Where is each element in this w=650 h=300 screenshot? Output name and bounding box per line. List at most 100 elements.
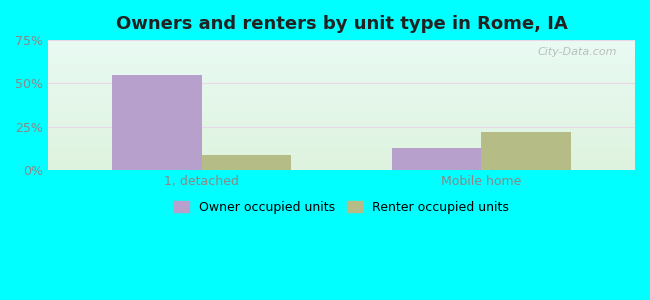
- Bar: [48, 145, 635, 146]
- Bar: [48, 148, 635, 149]
- Bar: [48, 119, 635, 120]
- Bar: [48, 41, 635, 42]
- Bar: [48, 98, 635, 99]
- Bar: [48, 115, 635, 116]
- Bar: [48, 151, 635, 152]
- Bar: [48, 156, 635, 157]
- Bar: [48, 131, 635, 132]
- Bar: [48, 153, 635, 154]
- Bar: [48, 167, 635, 168]
- Bar: [48, 47, 635, 48]
- Bar: [48, 122, 635, 123]
- Bar: [48, 128, 635, 129]
- Bar: [48, 138, 635, 139]
- Bar: [48, 137, 635, 138]
- Bar: [48, 73, 635, 74]
- Bar: [48, 42, 635, 43]
- Bar: [48, 150, 635, 151]
- Bar: [48, 83, 635, 84]
- Bar: [48, 64, 635, 65]
- Bar: [48, 95, 635, 96]
- Bar: [48, 165, 635, 166]
- Bar: [48, 164, 635, 165]
- Bar: [48, 51, 635, 52]
- Bar: [48, 65, 635, 66]
- Bar: [48, 149, 635, 150]
- Bar: [48, 53, 635, 54]
- Bar: [48, 99, 635, 100]
- Bar: [48, 127, 635, 128]
- Bar: [48, 143, 635, 144]
- Bar: [48, 161, 635, 162]
- Bar: [48, 120, 635, 121]
- Bar: [48, 77, 635, 78]
- Bar: [48, 121, 635, 122]
- Bar: [48, 112, 635, 113]
- Bar: [48, 48, 635, 49]
- Bar: [48, 140, 635, 141]
- Bar: [48, 94, 635, 95]
- Bar: [48, 89, 635, 90]
- Bar: [48, 67, 635, 68]
- Bar: [48, 86, 635, 87]
- Bar: [48, 129, 635, 130]
- Bar: [48, 46, 635, 47]
- Bar: [48, 103, 635, 104]
- Bar: [48, 80, 635, 81]
- Bar: [48, 56, 635, 57]
- Bar: [48, 124, 635, 125]
- Bar: [48, 141, 635, 142]
- Bar: [48, 157, 635, 158]
- Bar: [48, 61, 635, 62]
- Bar: [48, 66, 635, 67]
- Bar: [48, 55, 635, 56]
- Bar: [48, 133, 635, 134]
- Bar: [48, 109, 635, 110]
- Bar: [48, 75, 635, 76]
- Bar: [48, 71, 635, 72]
- Bar: [48, 78, 635, 79]
- Bar: [48, 52, 635, 53]
- Bar: [481, 132, 571, 170]
- Bar: [48, 160, 635, 161]
- Bar: [48, 116, 635, 117]
- Bar: [48, 144, 635, 145]
- Bar: [48, 162, 635, 163]
- Bar: [48, 110, 635, 111]
- Bar: [48, 72, 635, 73]
- Bar: [48, 142, 635, 143]
- Bar: [48, 146, 635, 147]
- Bar: [48, 84, 635, 85]
- Bar: [48, 88, 635, 89]
- Bar: [48, 97, 635, 98]
- Bar: [48, 81, 635, 82]
- Bar: [48, 113, 635, 114]
- Bar: [48, 106, 635, 107]
- Bar: [48, 134, 635, 135]
- Bar: [48, 44, 635, 45]
- Bar: [48, 63, 635, 64]
- Bar: [48, 163, 635, 164]
- Bar: [48, 147, 635, 148]
- Bar: [112, 75, 202, 170]
- Bar: [48, 123, 635, 124]
- Bar: [48, 102, 635, 103]
- Bar: [48, 74, 635, 75]
- Legend: Owner occupied units, Renter occupied units: Owner occupied units, Renter occupied un…: [169, 196, 514, 219]
- Bar: [48, 169, 635, 170]
- Bar: [48, 104, 635, 105]
- Bar: [48, 166, 635, 167]
- Bar: [48, 45, 635, 46]
- Bar: [48, 125, 635, 126]
- Bar: [48, 79, 635, 80]
- Bar: [48, 158, 635, 159]
- Bar: [48, 130, 635, 131]
- Bar: [48, 90, 635, 91]
- Bar: [202, 154, 291, 170]
- Bar: [48, 58, 635, 59]
- Bar: [392, 148, 481, 170]
- Bar: [48, 168, 635, 169]
- Bar: [48, 69, 635, 70]
- Bar: [48, 118, 635, 119]
- Bar: [48, 132, 635, 133]
